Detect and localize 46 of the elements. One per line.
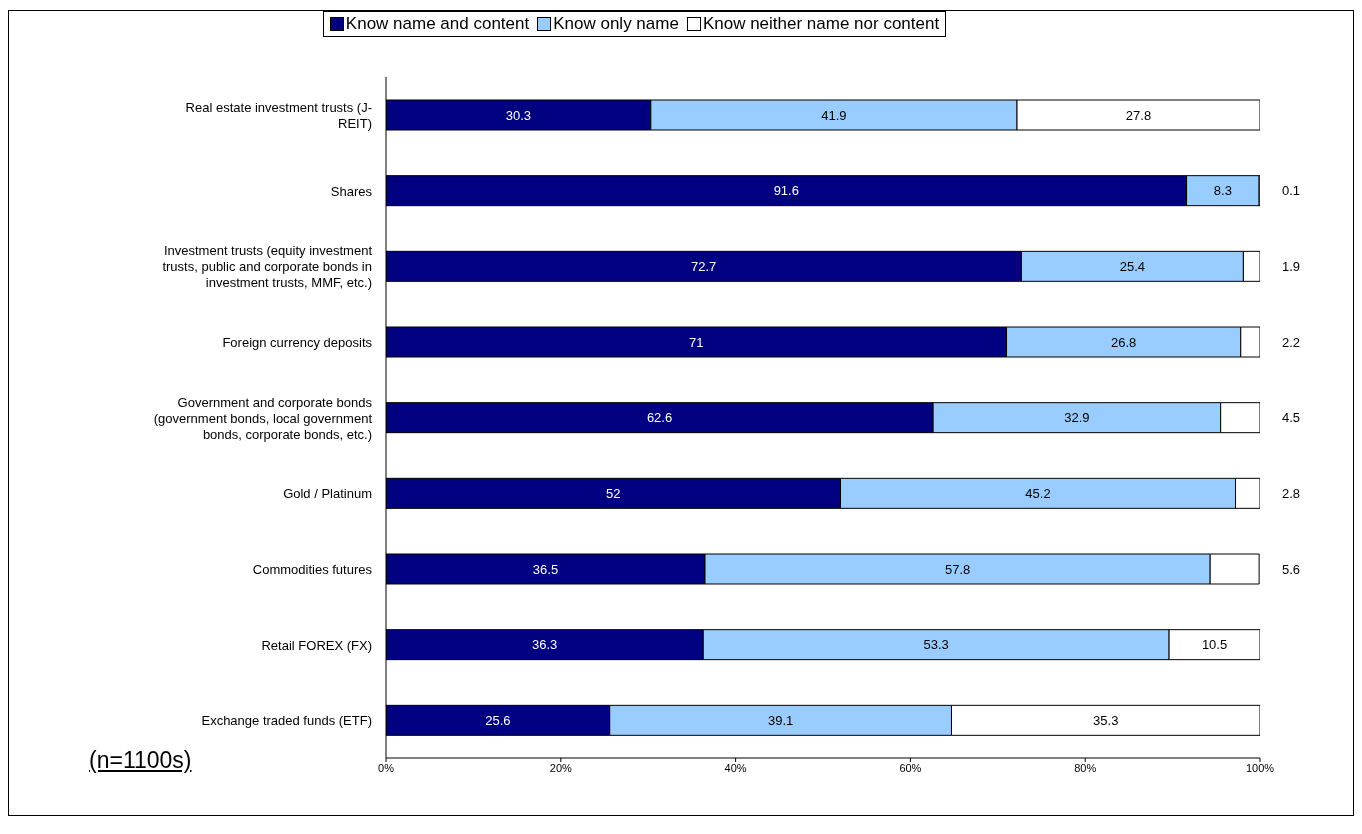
data-label: 32.9 xyxy=(1064,410,1090,426)
legend-label: Know only name xyxy=(553,14,679,34)
y-tick-label: Shares xyxy=(330,183,373,198)
data-label: 2.8 xyxy=(1281,485,1301,501)
data-label: 25.4 xyxy=(1119,258,1146,274)
data-label: 5.6 xyxy=(1281,561,1301,577)
x-tick-label: 20% xyxy=(549,761,573,774)
data-label: 45.2 xyxy=(1025,485,1051,501)
x-tick-label: 40% xyxy=(724,761,747,774)
y-tick-label: Investment trusts (equity investment trusts, public and corporate bonds in investment trusts, MMF, etc.) xyxy=(162,242,373,290)
legend-label: Know name and content xyxy=(345,14,530,34)
data-label: 0.1 xyxy=(1281,183,1301,199)
data-label: 72.7 xyxy=(691,258,717,274)
y-tick-label: Gold / Platinum xyxy=(283,485,372,501)
data-label: 10.5 xyxy=(1201,637,1228,653)
data-label: 36.3 xyxy=(531,637,558,653)
y-tick-label: Retail FOREX (FX) xyxy=(261,637,372,652)
legend-label: Know neither name nor content xyxy=(702,14,940,34)
data-label: 35.3 xyxy=(1093,712,1119,728)
y-tick-label: Exchange traded funds (ETF) xyxy=(201,712,372,728)
data-label: 1.9 xyxy=(1281,258,1301,274)
data-label: 8.3 xyxy=(1213,183,1232,199)
data-label: 62.6 xyxy=(646,410,673,426)
y-tick-label: Foreign currency deposits xyxy=(222,334,373,350)
x-tick-label: 80% xyxy=(1074,761,1097,774)
data-label: 91.6 xyxy=(773,183,799,199)
data-label: 27.8 xyxy=(1125,107,1152,123)
text: (n=1100s) xyxy=(89,747,192,774)
data-label: 4.5 xyxy=(1281,410,1301,426)
data-label: 39.1 xyxy=(767,712,794,728)
data-label: 52 xyxy=(606,485,621,501)
data-label: 36.5 xyxy=(532,561,559,577)
data-label: 71 xyxy=(689,334,704,350)
x-tick-label: 0% xyxy=(378,761,395,774)
y-tick-label: Real estate investment trusts (J-REIT) xyxy=(185,99,372,131)
data-label: 2.2 xyxy=(1281,334,1301,350)
data-label: 53.3 xyxy=(923,637,949,653)
x-tick-label: 100% xyxy=(1245,761,1275,774)
data-label: 26.8 xyxy=(1111,334,1137,350)
y-tick-label: Government and corporate bonds (government bonds, local government bonds, corporate bonds, etc.) xyxy=(153,394,373,441)
data-label: 30.3 xyxy=(505,107,532,123)
data-label: 57.8 xyxy=(944,561,971,577)
x-tick-label: 60% xyxy=(899,761,922,774)
y-tick-label: Commodities futures xyxy=(252,561,373,577)
data-label: 41.9 xyxy=(821,107,847,123)
data-label: 25.6 xyxy=(485,712,511,728)
